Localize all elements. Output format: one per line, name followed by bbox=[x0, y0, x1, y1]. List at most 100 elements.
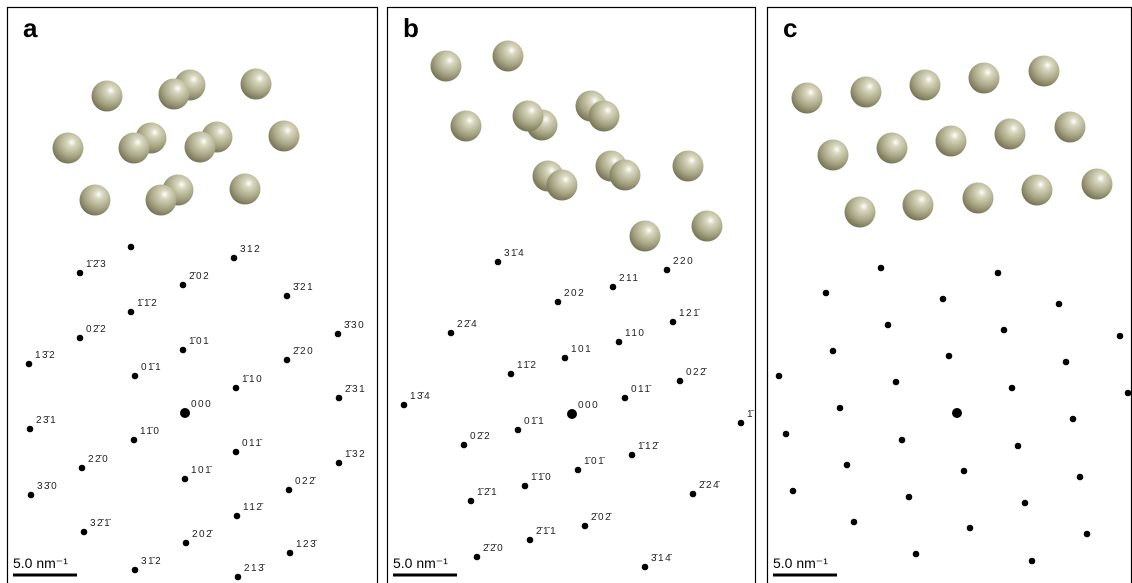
atom bbox=[513, 101, 544, 132]
spot-dot bbox=[495, 259, 502, 266]
atom bbox=[673, 151, 704, 182]
panel-frame bbox=[768, 8, 1132, 583]
figure: 3121̄2̄32̄023̄211̄1̄202̄23̄3013̄21̄0101̄… bbox=[0, 0, 1132, 583]
spot-label: 000 bbox=[191, 399, 212, 410]
spot-dot bbox=[1117, 333, 1124, 340]
spot-dot bbox=[582, 523, 589, 530]
atom bbox=[53, 133, 84, 164]
spot-label: 123̄ bbox=[296, 539, 318, 550]
spot-dot bbox=[616, 339, 623, 346]
spot-dot bbox=[287, 550, 294, 557]
spot-label: 000 bbox=[578, 400, 599, 411]
spot-label: 2̄31 bbox=[345, 384, 366, 395]
spot-dot bbox=[995, 270, 1002, 277]
spot-dot bbox=[468, 498, 475, 505]
scale-bar-label: 5.0 nm⁻¹ bbox=[773, 555, 828, 571]
spot-label: 01̄1 bbox=[141, 362, 162, 373]
atom bbox=[80, 185, 111, 216]
spot-dot bbox=[622, 395, 629, 402]
spot-dot bbox=[690, 491, 697, 498]
spot-dot bbox=[527, 537, 534, 544]
spot-label: 011̄ bbox=[242, 438, 263, 449]
spot-dot bbox=[790, 488, 797, 495]
spot-dot bbox=[664, 267, 671, 274]
spot-dot bbox=[180, 347, 187, 354]
spot-dot bbox=[182, 476, 189, 483]
spot-dot bbox=[1084, 531, 1091, 538]
spot-dot bbox=[180, 282, 187, 289]
spot-dot bbox=[1070, 416, 1077, 423]
spot-label: 1̄01̄ bbox=[584, 456, 606, 467]
spot-dot bbox=[128, 309, 135, 316]
atom bbox=[692, 211, 723, 242]
spot-dot bbox=[1056, 301, 1063, 308]
spot-dot bbox=[851, 519, 858, 526]
spot-label: 2̄02 bbox=[189, 271, 210, 282]
spot-label: 1̄ bbox=[747, 409, 755, 420]
spot-dot bbox=[522, 483, 529, 490]
panel-letter: c bbox=[783, 13, 797, 43]
spot-dot bbox=[913, 551, 920, 558]
spot-dot bbox=[629, 452, 636, 459]
spot-dot bbox=[180, 408, 190, 418]
atom bbox=[1029, 56, 1060, 87]
spot-dot bbox=[952, 408, 962, 418]
panel-letter: a bbox=[23, 13, 38, 43]
spot-dot bbox=[1001, 327, 1008, 334]
spot-label: 11̄0 bbox=[140, 426, 160, 437]
spot-dot bbox=[738, 420, 745, 427]
spot-label: 1̄2̄3 bbox=[86, 259, 107, 270]
spot-dot bbox=[642, 564, 649, 571]
atom bbox=[630, 221, 661, 252]
spot-dot bbox=[286, 487, 293, 494]
spot-dot bbox=[335, 331, 342, 338]
panel bbox=[776, 56, 1132, 565]
spot-dot bbox=[567, 409, 577, 419]
spot-dot bbox=[515, 427, 522, 434]
spot-dot bbox=[555, 299, 562, 306]
spot-dot bbox=[132, 373, 139, 380]
atom bbox=[936, 126, 967, 157]
spot-dot bbox=[77, 270, 84, 277]
spot-dot bbox=[885, 322, 892, 329]
spot-label: 31̄2 bbox=[141, 556, 162, 567]
spot-label: 01̄1 bbox=[524, 416, 545, 427]
atom bbox=[910, 70, 941, 101]
spot-label: 1̄32 bbox=[345, 449, 366, 460]
spot-dot bbox=[284, 293, 291, 300]
atom bbox=[119, 133, 150, 164]
spot-dot bbox=[893, 379, 900, 386]
atom bbox=[1082, 169, 1113, 200]
atom bbox=[792, 83, 823, 114]
spot-label: 2̄24̄ bbox=[699, 480, 721, 491]
spot-label: 22̄0 bbox=[88, 454, 109, 465]
spot-dot bbox=[128, 244, 135, 251]
spot-dot bbox=[401, 402, 408, 409]
atom bbox=[230, 174, 261, 205]
spot-dot bbox=[1125, 390, 1132, 397]
spot-label: 2̄2̄0 bbox=[483, 543, 504, 554]
spot-dot bbox=[677, 378, 684, 385]
atom bbox=[963, 183, 994, 214]
spot-dot bbox=[183, 540, 190, 547]
spot-dot bbox=[234, 513, 241, 520]
spot-dot bbox=[878, 265, 885, 272]
spot-label: 1̄10 bbox=[242, 374, 263, 385]
atom bbox=[269, 121, 300, 152]
spot-label: 2̄20 bbox=[293, 346, 314, 357]
spot-dot bbox=[837, 405, 844, 412]
spot-label: 312 bbox=[240, 244, 261, 255]
spot-label: 3̄14̄ bbox=[651, 553, 673, 564]
spot-dot bbox=[1022, 500, 1029, 507]
spot-label: 1̄1̄2 bbox=[137, 298, 158, 309]
atom bbox=[1055, 112, 1086, 143]
spot-dot bbox=[844, 462, 851, 469]
spot-dot bbox=[508, 371, 515, 378]
spot-dot bbox=[233, 449, 240, 456]
atom bbox=[877, 133, 908, 164]
spot-label: 1̄01 bbox=[189, 336, 210, 347]
spot-label: 2̄1̄1 bbox=[536, 526, 557, 537]
spot-dot bbox=[1015, 443, 1022, 450]
spot-label: 202̄ bbox=[192, 529, 214, 540]
